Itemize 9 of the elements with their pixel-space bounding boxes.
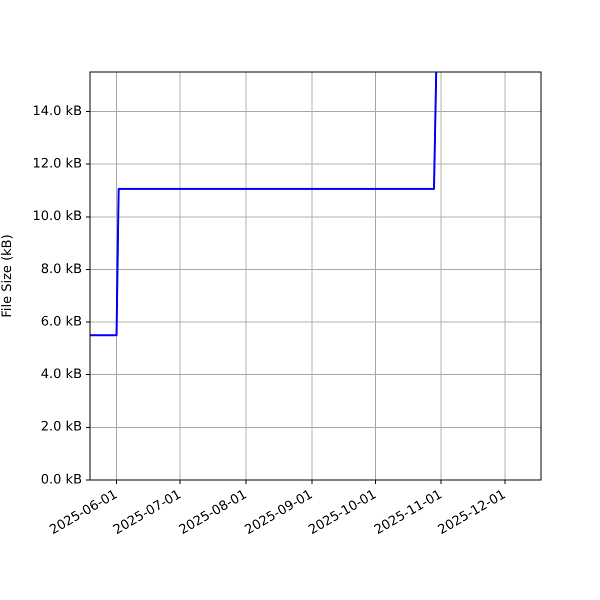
y-axis-title: File Size (kB): [0, 234, 16, 318]
y-tick-label: 2.0 kB: [40, 420, 82, 435]
y-tick-label: 8.0 kB: [40, 262, 82, 277]
y-tick-label: 4.0 kB: [40, 367, 82, 382]
y-tick-label: 6.0 kB: [40, 314, 82, 330]
y-tick-label: 12.0 kB: [32, 156, 82, 172]
y-tick-label: 14.0 kB: [32, 104, 82, 119]
y-tick-label: 10.0 kB: [32, 209, 82, 224]
y-tick-label: 0.0 kB: [40, 472, 82, 488]
